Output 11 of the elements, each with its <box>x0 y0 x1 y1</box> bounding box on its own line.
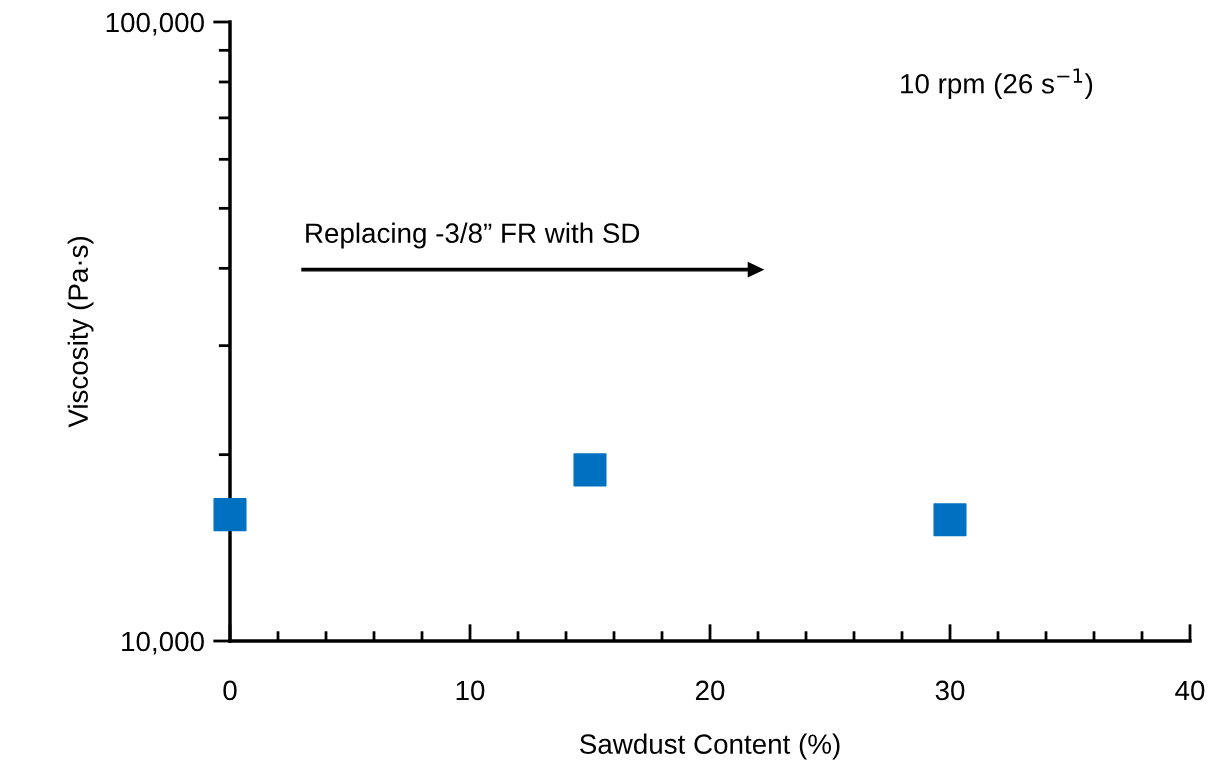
x-tick-label: 10 <box>456 680 485 701</box>
x-tick-label: 20 <box>695 680 725 701</box>
annotation: Replacing -3/8” FR with SD <box>306 222 640 249</box>
x-tick-label: 0 <box>223 680 237 701</box>
y-tick-label: 10,000 <box>122 631 204 655</box>
y-axis-title: Viscosity (Pa·s) <box>67 237 94 428</box>
y-tick-label: 100,000 <box>106 12 204 36</box>
annotation: 10 rpm (26 s$^{−1}$) <box>901 68 1093 100</box>
x-tick-label: 40 <box>1175 680 1205 701</box>
x-axis-title: Sawdust Content (%) <box>580 733 840 760</box>
x-tick-label: 30 <box>935 680 965 701</box>
